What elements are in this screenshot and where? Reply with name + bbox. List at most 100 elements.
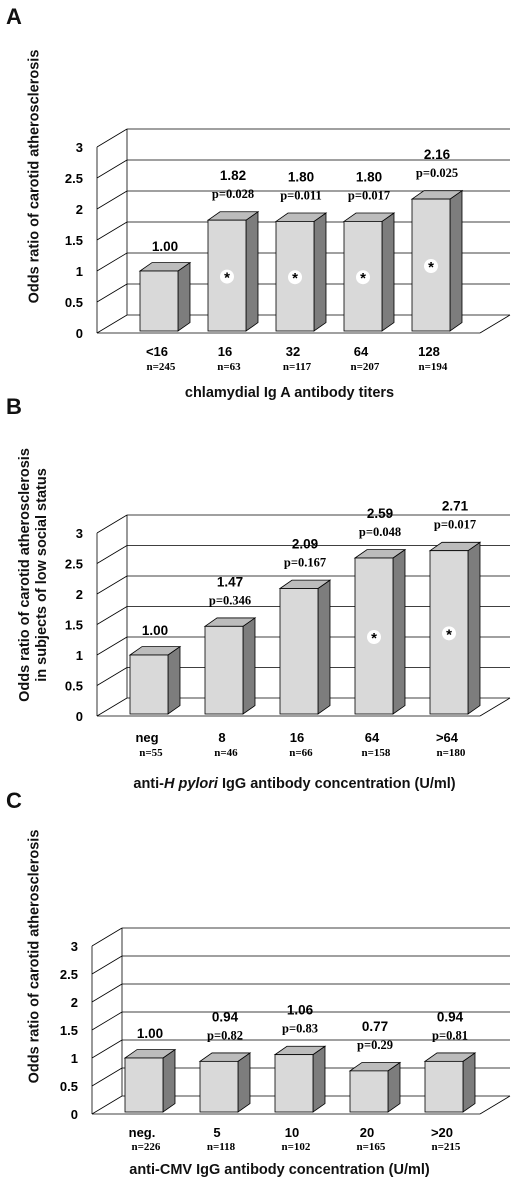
bar-side [313, 212, 327, 332]
chart-panel-a: A 0 0.5 1 1.5 2 2.5 3 1.00 <16 n=245 * 1.82 p=0.028 1… [0, 0, 519, 401]
category-label: 64 [354, 344, 369, 359]
category-label: 8 [218, 730, 225, 745]
significance-marker: * [360, 270, 366, 287]
y-tick-label: 3 [71, 939, 78, 954]
value-label: 1.82 [220, 168, 246, 183]
gridline-diagonal [91, 983, 123, 1003]
y-tick-label: 2 [71, 995, 78, 1010]
gridline-diagonal [96, 514, 128, 534]
gridline-diagonal [91, 1067, 123, 1087]
y-tick-label: 0.5 [65, 679, 83, 694]
value-label: 1.80 [356, 169, 382, 184]
p-value-label: p=0.028 [212, 187, 254, 201]
category-label: 32 [286, 344, 300, 359]
gridline-diagonal [96, 314, 128, 334]
floor-right-edge [479, 1095, 511, 1115]
value-label: 1.80 [288, 169, 314, 184]
bar-side [467, 541, 481, 715]
significance-marker-bg [424, 259, 438, 274]
chart-a-xlabel: chlamydial Ig A antibody titers [184, 385, 395, 401]
significance-marker: * [224, 270, 230, 287]
value-label: 0.94 [212, 1009, 239, 1024]
chart-b-svg: 0 0.5 1 1.5 2 2.5 3 1.00 neg n=55 1.47 p=0.346 8 n=46… [65, 499, 511, 759]
category-label: 16 [218, 344, 232, 359]
y-tick-label: 1 [76, 264, 83, 279]
bar-side [242, 617, 256, 715]
chart-c-ylabel: Odds ratio of carotid atherosclerosis [26, 829, 43, 1084]
chart-panel-c: C 0 0.5 1 1.5 2 2.5 3 1.00 neg. n=226 0.94 p=0.82 5 n… [0, 788, 519, 1189]
p-value-label: p=0.167 [284, 556, 326, 570]
bar [279, 588, 319, 715]
gridline-diagonal [96, 159, 128, 179]
value-label: 1.00 [142, 623, 168, 638]
gridline-diagonal [96, 190, 128, 210]
chart-c-xlabel: anti-CMV IgG antibody concentration (U/m… [129, 1162, 430, 1178]
significance-marker-bg [220, 269, 234, 284]
bar-side [392, 548, 406, 715]
floor-right-edge [479, 697, 511, 717]
y-tick-label: 0 [71, 1107, 78, 1122]
value-label: 0.77 [362, 1019, 388, 1034]
n-label: n=215 [432, 1141, 461, 1153]
category-label: 20 [360, 1125, 374, 1140]
category-label: 128 [418, 344, 440, 359]
y-tick-label: 2.5 [65, 171, 83, 186]
gridline-diagonal [91, 1095, 123, 1115]
p-value-label: p=0.017 [434, 518, 476, 532]
n-label: n=55 [139, 747, 163, 759]
chart-a-ylabel: Odds ratio of carotid atherosclerosis [26, 49, 43, 304]
y-tick-label: 2.5 [60, 967, 78, 982]
p-value-label: p=0.048 [359, 525, 401, 539]
n-label: n=158 [362, 747, 391, 759]
gridline-diagonal [96, 697, 128, 717]
chart-c-svg: 00.511.522.531.00neg.n=2260.94p=0.825n=1… [60, 927, 511, 1153]
chart-b-ylabel: Odds ratio of carotid atherosclerosis in… [17, 405, 53, 745]
gridline-diagonal [91, 955, 123, 975]
n-label: n=46 [214, 747, 238, 759]
y-tick-label: 1 [71, 1051, 78, 1066]
y-tick-label: 0 [76, 709, 83, 724]
category-label: <16 [146, 344, 168, 359]
p-value-label: p=0.83 [282, 1022, 318, 1036]
gridline-diagonal [96, 221, 128, 241]
n-label: n=180 [437, 747, 466, 759]
chart-b-xlabel-text: anti-H pylori IgG antibody concentration… [133, 776, 456, 792]
gridline-diagonal [96, 283, 128, 303]
bar-side [245, 210, 259, 332]
gridline-diagonal [96, 128, 128, 148]
y-tick-label: 2 [76, 587, 83, 602]
bar [204, 625, 244, 715]
p-value-label: p=0.011 [280, 188, 322, 202]
bar-side [317, 579, 331, 715]
bar-side [312, 1045, 326, 1113]
gridline-diagonal [96, 545, 128, 564]
value-label: 0.94 [437, 1009, 464, 1024]
gridline-diagonal [91, 1039, 123, 1059]
category-label: neg [135, 730, 158, 745]
value-label: 2.59 [367, 506, 393, 521]
chart-b-ylabel-line1: Odds ratio of carotid atherosclerosis [17, 448, 33, 702]
y-tick-label: 1.5 [65, 233, 83, 248]
p-value-label: p=0.346 [209, 593, 251, 607]
gridline-diagonal [96, 636, 128, 656]
panel-label-c: C [6, 788, 22, 813]
n-label: n=117 [283, 361, 312, 373]
category-label: >20 [431, 1125, 453, 1140]
y-tick-label: 2 [76, 202, 83, 217]
significance-marker-bg [356, 270, 370, 285]
significance-marker: * [292, 270, 298, 287]
panel-label-a: A [6, 4, 22, 29]
bar [274, 1054, 314, 1113]
n-label: n=194 [419, 361, 448, 373]
bar [199, 1060, 239, 1113]
y-tick-label: 0.5 [65, 295, 83, 310]
bar-side [162, 1048, 176, 1113]
p-value-label: p=0.81 [432, 1028, 468, 1042]
n-label: n=245 [147, 361, 176, 373]
n-label: n=207 [351, 361, 380, 373]
bar [139, 270, 179, 332]
y-tick-label: 0.5 [60, 1079, 78, 1094]
bar-side [167, 645, 181, 715]
y-tick-label: 3 [76, 526, 83, 541]
value-label: 2.09 [292, 537, 318, 552]
